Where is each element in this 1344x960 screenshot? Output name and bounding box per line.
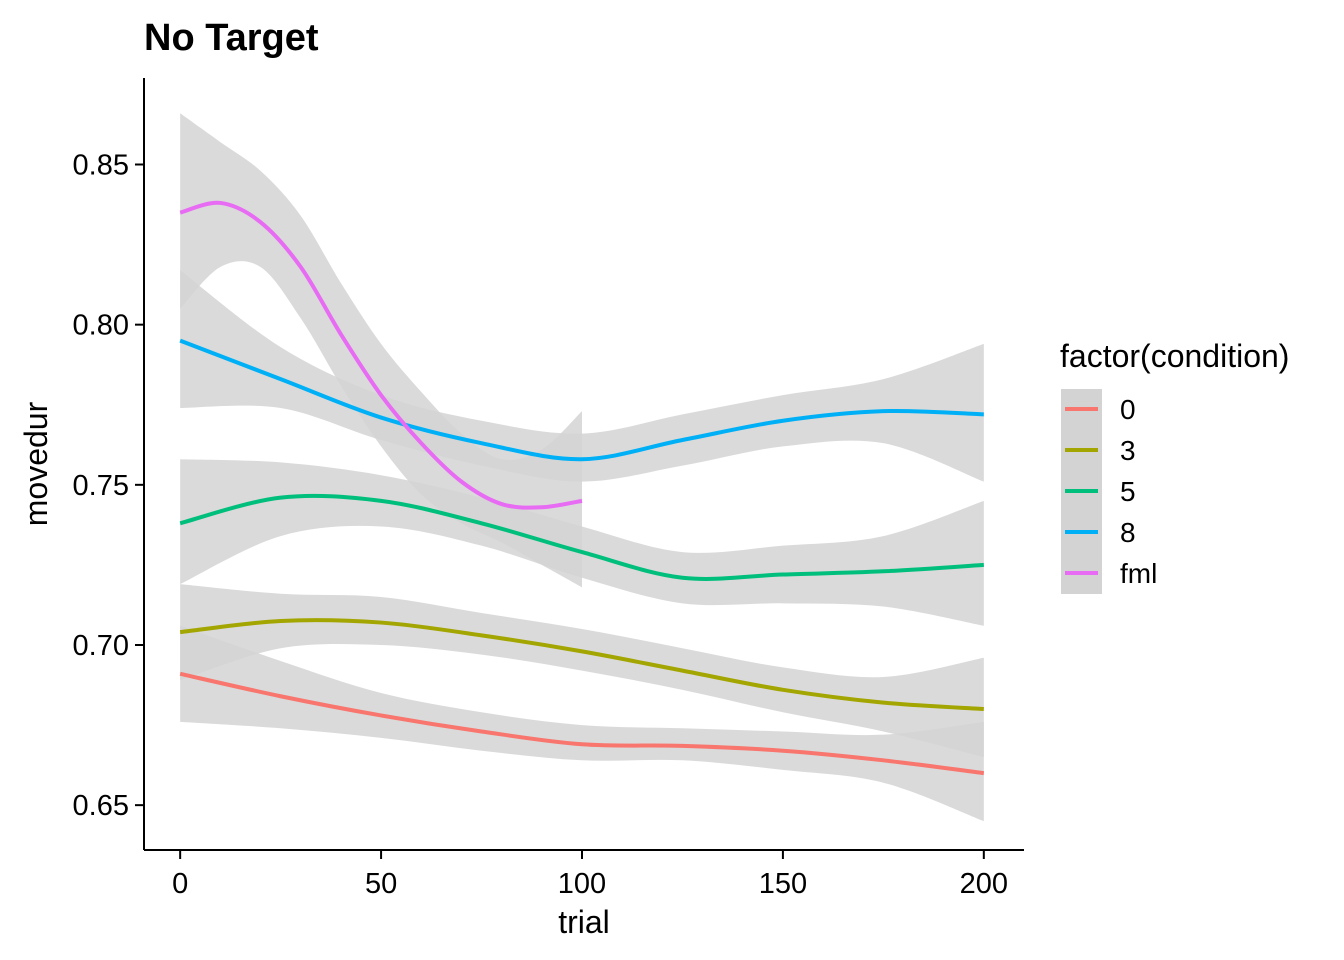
legend-label-8: 8 bbox=[1120, 517, 1136, 548]
x-axis-title: trial bbox=[558, 904, 610, 940]
series-line-0 bbox=[179, 671, 985, 776]
confidence-band-3 bbox=[180, 584, 984, 758]
y-tick-label: 0.80 bbox=[73, 310, 129, 342]
x-tick-label: 200 bbox=[960, 868, 1008, 900]
x-tick-label: 150 bbox=[759, 868, 807, 900]
series-line-5 bbox=[179, 493, 984, 581]
confidence-band-fml bbox=[180, 113, 582, 588]
legend: factor(condition) 0 3 5 8 fml bbox=[1060, 338, 1289, 594]
y-axis-title: movedur bbox=[18, 401, 54, 526]
series-line-3 bbox=[179, 618, 984, 712]
confidence-band-0 bbox=[180, 625, 984, 822]
y-tick-label: 0.75 bbox=[73, 470, 129, 502]
y-tick-label: 0.85 bbox=[73, 149, 129, 181]
legend-label-5: 5 bbox=[1120, 476, 1136, 507]
y-tick-label: 0.70 bbox=[73, 630, 129, 662]
y-tick-label: 0.65 bbox=[73, 790, 129, 822]
series-line-8 bbox=[179, 338, 984, 462]
series-lines bbox=[179, 200, 985, 776]
x-tick-label: 0 bbox=[172, 868, 188, 900]
series-line-fml bbox=[179, 200, 583, 510]
legend-label-0: 0 bbox=[1120, 394, 1136, 425]
y-axis-ticks: 0.65 0.70 0.75 0.80 0.85 bbox=[73, 149, 144, 822]
x-tick-label: 100 bbox=[558, 868, 606, 900]
chart-title: No Target bbox=[144, 17, 319, 59]
x-tick-label: 50 bbox=[365, 868, 397, 900]
x-axis-ticks: 0 50 100 150 200 bbox=[172, 850, 1008, 900]
legend-label-3: 3 bbox=[1120, 435, 1136, 466]
confidence-bands bbox=[180, 113, 984, 822]
legend-label-fml: fml bbox=[1120, 558, 1157, 589]
legend-title: factor(condition) bbox=[1060, 338, 1289, 374]
